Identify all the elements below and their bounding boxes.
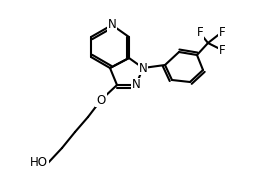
Text: F: F	[219, 26, 225, 38]
Text: HO: HO	[30, 157, 48, 169]
Text: F: F	[219, 43, 225, 56]
Text: N: N	[132, 79, 140, 91]
Text: N: N	[139, 61, 147, 75]
Text: N: N	[108, 19, 116, 31]
Text: F: F	[197, 26, 203, 40]
Text: O: O	[96, 93, 106, 107]
